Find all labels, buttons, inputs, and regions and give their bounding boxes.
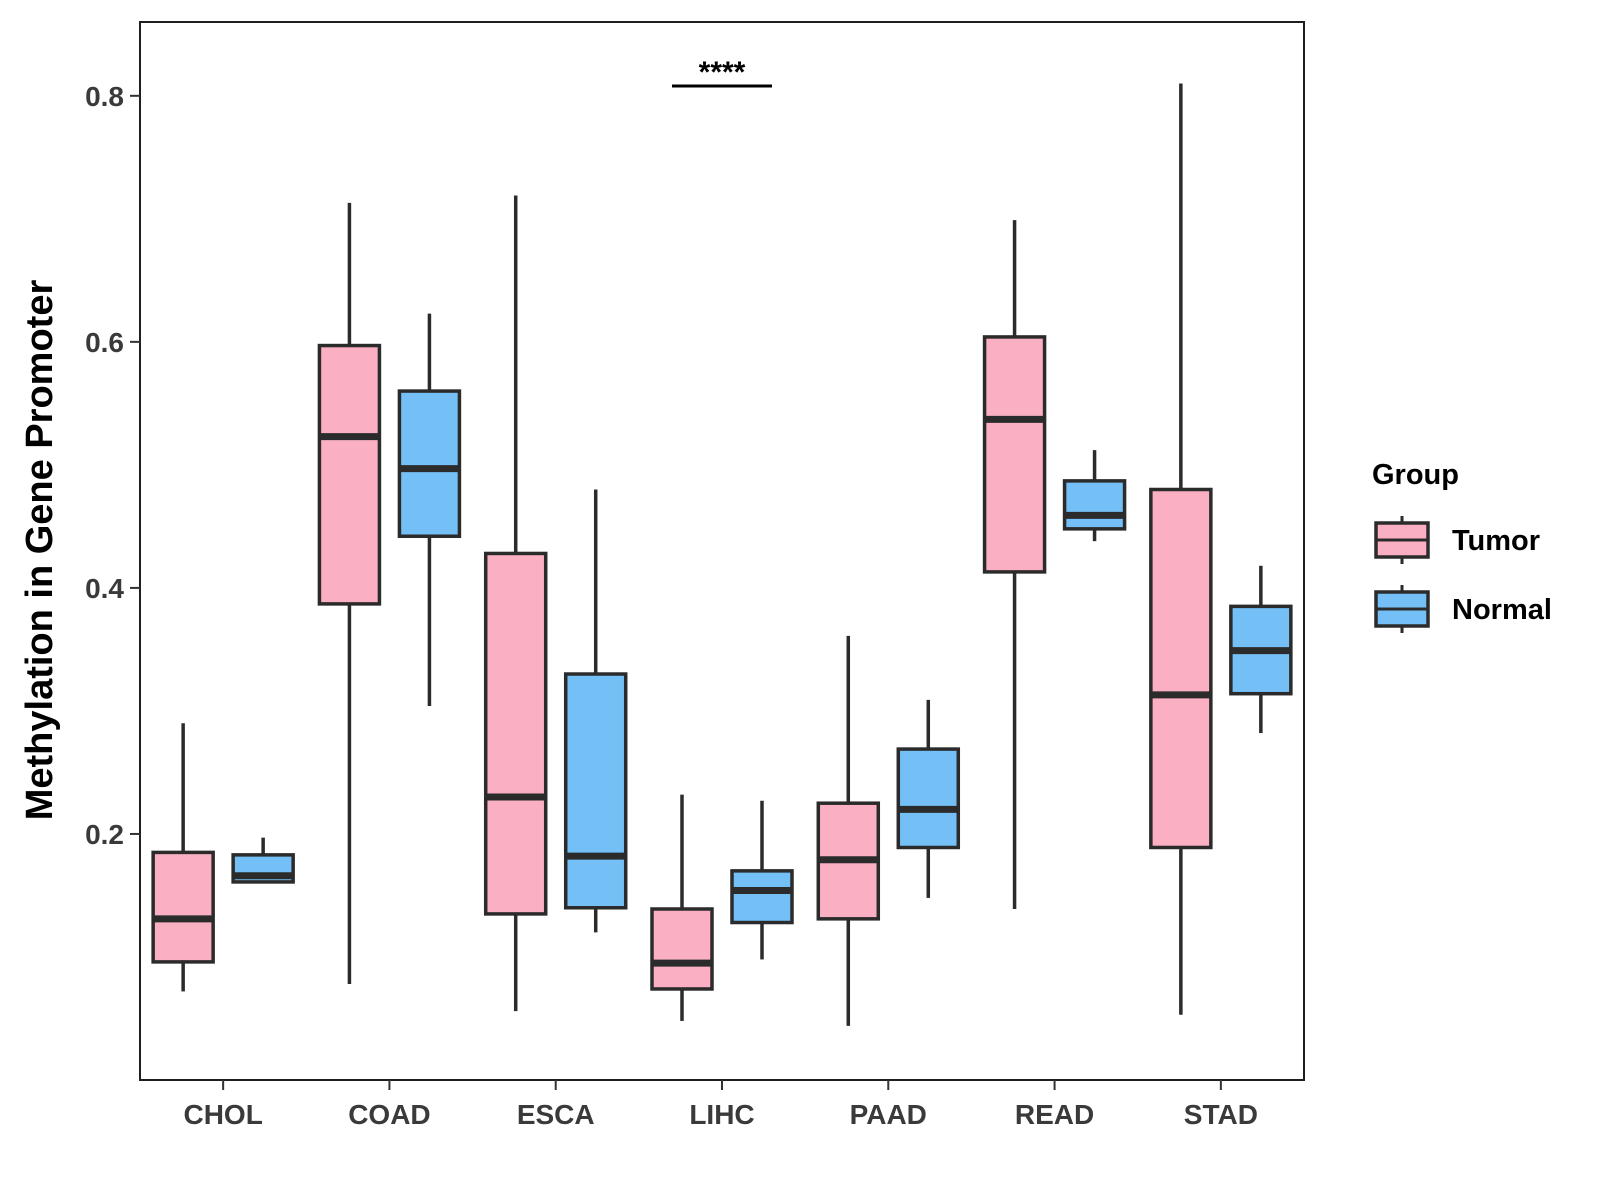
box-read-normal	[1062, 450, 1127, 542]
box-read-tumor	[982, 220, 1047, 909]
box-lihc-tumor	[650, 794, 714, 1021]
x-tick-label: COAD	[348, 1099, 430, 1130]
panel-border	[139, 21, 1305, 1081]
y-tick-label: 0.8	[85, 81, 124, 112]
legend-item-tumor: Tumor	[1374, 516, 1540, 564]
box-chol-normal	[231, 837, 295, 884]
y-axis-title: Methylation in Gene Promoter	[19, 280, 61, 821]
box-body	[483, 551, 548, 916]
box-body	[896, 747, 961, 850]
y-axis: 0.2 0.4 0.6 0.8	[85, 81, 140, 850]
x-axis: CHOL COAD ESCA LIHC PAAD READ STAD	[183, 1080, 1258, 1130]
box-body	[563, 672, 628, 910]
x-tick-label: READ	[1015, 1099, 1094, 1130]
box-body	[982, 335, 1047, 574]
y-tick-label: 0.4	[85, 573, 124, 604]
y-tick-label: 0.2	[85, 819, 124, 850]
box-body	[730, 869, 794, 925]
x-tick-label: STAD	[1184, 1099, 1258, 1130]
series-tumor	[151, 83, 1213, 1026]
box-paad-normal	[896, 699, 961, 898]
legend: Group Tumor Normal	[1372, 459, 1552, 633]
box-body	[397, 389, 462, 538]
legend-item-normal: Normal	[1374, 585, 1552, 633]
box-body	[151, 850, 215, 964]
x-tick-label: CHOL	[183, 1099, 262, 1130]
plot-panel	[139, 21, 1305, 1081]
box-series	[151, 83, 1293, 1026]
box-stad-tumor	[1149, 83, 1213, 1015]
y-tick-label: 0.6	[85, 327, 124, 358]
series-normal	[231, 313, 1293, 960]
box-esca-tumor	[483, 195, 548, 1012]
legend-label: Normal	[1452, 594, 1552, 626]
box-body	[1062, 479, 1127, 531]
box-paad-tumor	[816, 635, 881, 1026]
box-body	[317, 343, 382, 606]
box-stad-normal	[1229, 565, 1293, 734]
legend-label: Tumor	[1452, 525, 1540, 557]
x-tick-label: PAAD	[850, 1099, 927, 1130]
box-body	[1149, 487, 1213, 850]
annotations: ****	[672, 56, 772, 89]
significance-label: ****	[699, 56, 746, 89]
box-esca-normal	[563, 489, 628, 933]
x-tick-label: LIHC	[689, 1099, 754, 1130]
x-tick-label: ESCA	[517, 1099, 595, 1130]
box-lihc-normal	[730, 800, 794, 960]
legend-title: Group	[1372, 459, 1459, 491]
box-coad-normal	[397, 313, 462, 707]
box-body	[650, 907, 714, 991]
box-chol-tumor	[151, 723, 215, 992]
box-coad-tumor	[317, 202, 382, 985]
